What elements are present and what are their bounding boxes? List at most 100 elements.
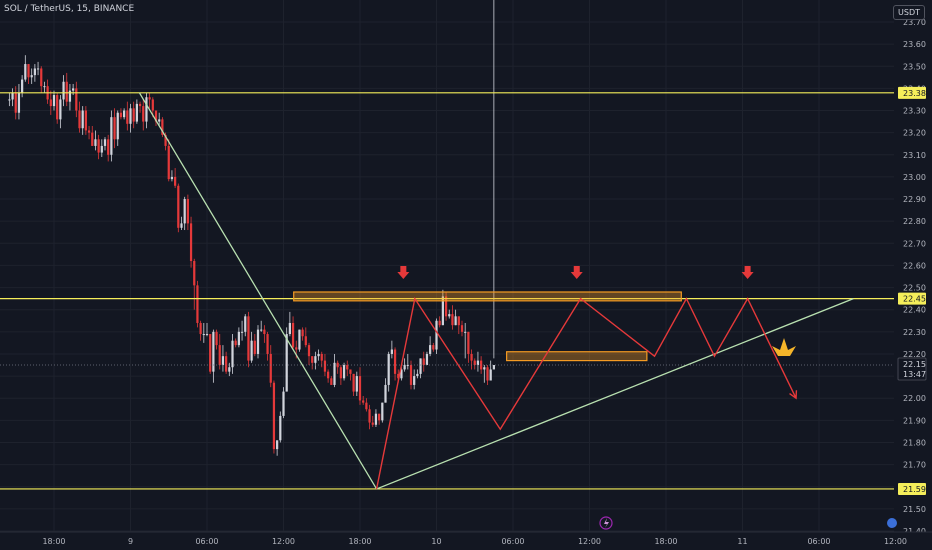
symbol-title: SOL / TetherUS, 15, BINANCE — [4, 4, 135, 14]
candle-body — [314, 356, 317, 363]
candle-body — [323, 360, 327, 372]
candle-body — [489, 369, 492, 381]
candle-body — [237, 331, 240, 346]
current-price-badge[interactable] — [897, 357, 927, 381]
price-tick-label: 22.80 — [903, 217, 926, 226]
candle-body — [486, 367, 489, 381]
candle-body — [138, 103, 142, 107]
candle-body — [59, 99, 62, 120]
time-tick-label: 12:00 — [884, 537, 907, 546]
price-tick-label: 21.90 — [903, 416, 926, 425]
price-tick-label: 22.30 — [903, 328, 926, 337]
candle-body — [451, 314, 454, 326]
time-tick-label: 12:00 — [272, 537, 295, 546]
candle-body — [419, 358, 422, 374]
candle-body — [279, 415, 282, 441]
level-badge[interactable] — [898, 86, 926, 99]
down-arrow-icon — [741, 266, 754, 279]
candle-body — [68, 90, 72, 102]
candle-body — [177, 185, 180, 228]
candle-body — [24, 64, 27, 80]
price-tick-label: 23.70 — [903, 18, 926, 27]
candle-body — [317, 353, 320, 357]
candle-body — [183, 199, 186, 224]
candle-body — [56, 95, 59, 120]
price-tick-label: 22.40 — [903, 306, 926, 315]
candle-body — [8, 99, 11, 101]
candle-body — [250, 340, 253, 361]
time-axis[interactable]: 18:00 9 06:00 12:00 18:00 10 06:00 12:00 18:00 11… — [0, 516, 932, 550]
price-tick-label: 23.30 — [903, 107, 926, 116]
down-arrow-icon — [570, 266, 583, 279]
candle-body — [202, 334, 205, 336]
candle-body — [116, 112, 119, 140]
candle-body — [365, 402, 368, 410]
resistance-zone[interactable] — [506, 351, 648, 362]
candle-body — [288, 322, 291, 335]
flag-icon[interactable] — [887, 518, 897, 528]
time-tick-label: 10 — [431, 537, 441, 546]
candle-body — [247, 316, 250, 361]
bolt-icon[interactable] — [599, 516, 613, 530]
candle-body — [492, 365, 495, 370]
price-tick-label: 22.90 — [903, 195, 926, 204]
candle-body — [21, 79, 24, 93]
candle-body — [14, 92, 17, 113]
candle-body — [384, 384, 387, 403]
candle-body — [298, 329, 301, 350]
candle-body — [304, 336, 307, 346]
candle-body — [307, 345, 311, 357]
trendline[interactable] — [138, 92, 378, 490]
candle-body — [387, 353, 390, 385]
candle-body — [362, 400, 365, 403]
candle-body — [193, 261, 196, 286]
candle-body — [435, 320, 438, 350]
candle-body — [145, 97, 148, 122]
candle-body — [432, 345, 435, 350]
candle-body — [269, 353, 272, 383]
candle-body — [413, 376, 416, 385]
arrowhead-icon — [789, 390, 798, 400]
candle-body — [33, 68, 36, 76]
candle-body — [49, 99, 52, 107]
candle-body — [221, 356, 225, 366]
horizontal-levels[interactable] — [0, 92, 894, 490]
candle-body — [256, 329, 260, 354]
level-badge[interactable] — [898, 292, 926, 305]
candle-body — [97, 139, 100, 153]
price-axis[interactable]: 23.7023.6023.5023.4023.3023.2023.1023.00… — [894, 0, 932, 550]
drawings[interactable] — [138, 92, 854, 490]
down-arrow-icon — [397, 266, 410, 279]
candle-body — [444, 296, 448, 317]
candle-body — [272, 382, 276, 450]
projection-path[interactable] — [375, 296, 797, 490]
candle-body — [441, 296, 444, 326]
candle-body — [397, 373, 400, 379]
candle-body — [291, 322, 295, 348]
candle-body — [27, 64, 30, 78]
candle-body — [119, 112, 123, 118]
candle-body — [81, 110, 84, 129]
candle-body — [215, 331, 218, 346]
price-tick-label: 21.50 — [903, 505, 926, 514]
candle-body — [107, 139, 110, 155]
candle-body — [244, 316, 247, 332]
candle-body — [123, 110, 126, 118]
price-tick-label: 22.70 — [903, 239, 926, 248]
candle-body — [158, 119, 161, 122]
candle-body — [174, 176, 177, 186]
candle-body — [103, 139, 107, 146]
currency-button[interactable]: USDT — [893, 5, 925, 20]
trendline[interactable] — [376, 298, 854, 490]
candle-body — [94, 139, 97, 146]
candle-body — [52, 95, 56, 107]
candle-body — [371, 422, 374, 425]
level-badge[interactable] — [898, 482, 926, 495]
price-tick-label: 22.00 — [903, 394, 926, 403]
candle-body — [87, 130, 91, 133]
candle-body — [358, 376, 362, 401]
candle-body — [464, 331, 467, 333]
candle-body — [473, 360, 476, 366]
resistance-zone[interactable] — [293, 291, 682, 302]
